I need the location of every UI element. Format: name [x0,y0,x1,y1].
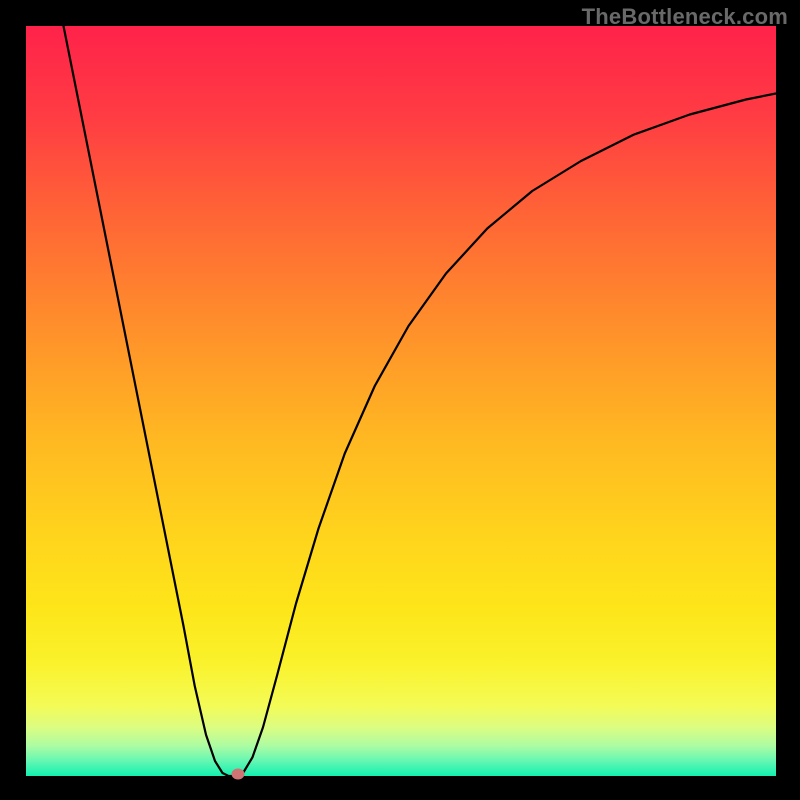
watermark-text: TheBottleneck.com [582,4,788,30]
min-point-marker [232,768,245,779]
chart-frame: TheBottleneck.com [0,0,800,800]
plot-area [26,26,776,776]
chart-svg [26,26,776,776]
